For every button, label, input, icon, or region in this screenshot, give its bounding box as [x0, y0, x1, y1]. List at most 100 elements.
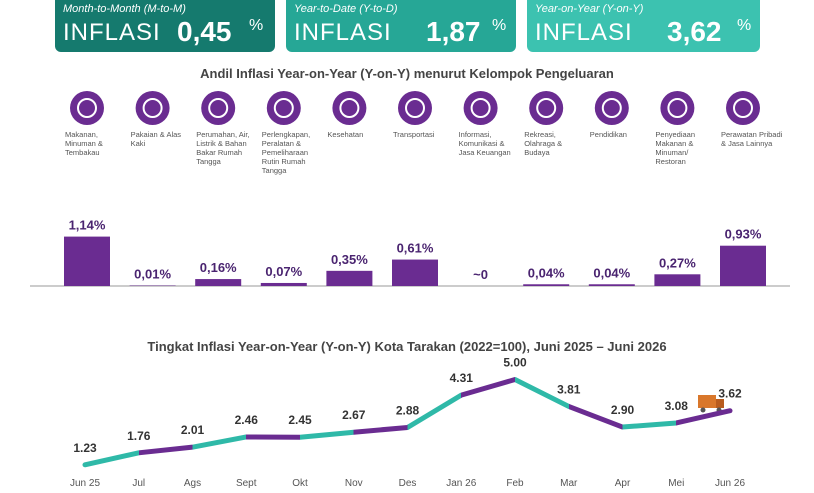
value-label: ~0: [473, 267, 488, 282]
box-label: Year-to-Date (Y-to-D): [294, 3, 398, 15]
value-label: 3.08: [665, 399, 689, 413]
category-label: Pakaian & Alas Kaki: [130, 130, 182, 148]
value-label: 0,35%: [331, 252, 368, 267]
x-tick-label: Des: [399, 478, 417, 489]
line: [82, 377, 733, 468]
category-icon: [70, 91, 104, 125]
value-label: 0,93%: [725, 227, 762, 242]
box-unit: %: [737, 17, 752, 34]
category-label: Pendidikan: [589, 130, 627, 139]
bar: [195, 279, 242, 286]
value-label: 0,07%: [265, 264, 302, 279]
header-box: Year-to-Date (Y-to-D) INFLASI 1,87 %: [286, 0, 516, 52]
x-tick-label: Mar: [560, 478, 578, 489]
bar: [392, 259, 438, 286]
category-icon: [135, 91, 170, 125]
box-word: INFLASI: [63, 19, 161, 46]
value-label: 1.23: [73, 441, 97, 455]
value-label: 2.45: [288, 413, 312, 427]
box-value: 0,45: [177, 16, 232, 47]
x-tick-label: Nov: [345, 478, 363, 489]
value-label: 0,04%: [593, 265, 630, 280]
category-label: Rekreasi, Olahraga & Budaya: [524, 130, 563, 157]
box-word: INFLASI: [535, 19, 633, 46]
x-tick-label: Mei: [668, 478, 684, 489]
category-icon: [594, 91, 629, 125]
category-icon: [266, 91, 301, 125]
value-label: 3.81: [557, 382, 581, 396]
category-icon: [398, 91, 432, 125]
category-icon: [660, 91, 695, 125]
bar: [654, 274, 701, 286]
bar: [326, 270, 373, 286]
category-label: Perawatan Pribadi & Jasa Lainnya: [721, 130, 783, 148]
x-tick-label: Jun 25: [70, 478, 100, 489]
category-label: Makanan, Minuman & Tembakau: [65, 130, 103, 157]
truck-icon: [698, 395, 724, 413]
header-box: Month-to-Month (M-to-M) INFLASI 0,45 %: [55, 0, 275, 52]
category-icon: [463, 91, 498, 125]
category-label: Kesehatan: [327, 130, 364, 139]
category-icon-inner: [77, 98, 97, 118]
category-label: Perumahan, Air, Listrik & Bahan Bakar Ru…: [196, 130, 250, 166]
value-label: 2.90: [611, 403, 635, 417]
x-tick-label: Jun 26: [715, 478, 745, 489]
box-unit: %: [249, 17, 264, 34]
value-label: 2.01: [181, 423, 205, 437]
x-tick-label: Jan 26: [446, 478, 476, 489]
value-label: 0,61%: [397, 241, 434, 256]
category-icon-inner: [601, 98, 622, 118]
category-icon-inner: [339, 98, 360, 118]
bar: [64, 236, 110, 286]
x-tick-label: Apr: [615, 478, 631, 489]
category-label: Informasi, Komunikasi & Jasa Keuangan: [458, 130, 511, 157]
value-label: 3.62: [718, 387, 742, 401]
category-label: Perlengkapan, Peralatan & Pemeliharaan R…: [261, 130, 311, 175]
x-tick-label: Sept: [236, 478, 257, 489]
value-label: 0,16%: [200, 260, 237, 275]
line-title: Tingkat Inflasi Year-on-Year (Y-on-Y) Ko…: [147, 339, 667, 354]
x-tick-label: Okt: [292, 478, 308, 489]
header-box: Year-on-Year (Y-on-Y) INFLASI 3,62 %: [527, 0, 760, 52]
category-icon: [726, 91, 760, 125]
category-icon: [529, 91, 564, 125]
value-label: 0,04%: [528, 265, 565, 280]
category-icon-inner: [470, 98, 491, 118]
category-icon-inner: [733, 98, 753, 118]
x-tick-label: Jul: [132, 478, 145, 489]
box-value: 3,62: [667, 16, 722, 47]
category-icon-inner: [208, 98, 229, 118]
category-icon-inner: [667, 98, 688, 118]
box-label: Year-on-Year (Y-on-Y): [535, 3, 644, 15]
bar: [588, 284, 635, 286]
box-label: Month-to-Month (M-to-M): [63, 3, 186, 15]
bar: [260, 282, 307, 286]
category-icon: [332, 91, 367, 125]
category-icon-inner: [405, 98, 425, 118]
category-icon-inner: [536, 98, 557, 118]
value-label: 0,27%: [659, 255, 696, 270]
value-label: 1,14%: [69, 218, 106, 233]
value-label: 5.00: [503, 356, 527, 370]
box-word: INFLASI: [294, 19, 392, 46]
bar: [523, 284, 570, 286]
value-label: 2.88: [396, 403, 420, 417]
x-tick-label: Feb: [506, 478, 524, 489]
category-icon: [201, 91, 236, 125]
x-tick-label: Ags: [184, 478, 201, 489]
box-value: 1,87: [426, 16, 481, 47]
value-label: 0,01%: [134, 267, 171, 282]
value-label: 2.46: [235, 413, 259, 427]
category-icon-inner: [273, 98, 294, 118]
value-label: 2.67: [342, 408, 366, 422]
box-unit: %: [492, 17, 507, 34]
category-label: Transportasi: [393, 130, 435, 139]
bar-title: Andil Inflasi Year-on-Year (Y-on-Y) menu…: [200, 66, 614, 81]
category-icon-inner: [142, 98, 163, 118]
value-label: 1.76: [127, 429, 151, 443]
bar: [720, 245, 766, 286]
category-label: Penyediaan Makanan & Minuman/ Restoran: [655, 130, 696, 166]
value-label: 4.31: [450, 371, 474, 385]
